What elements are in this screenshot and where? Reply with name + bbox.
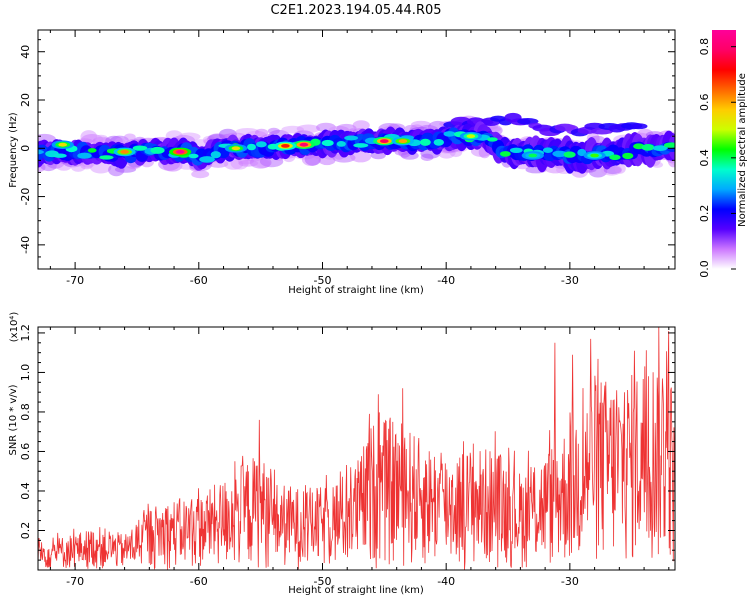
spectrogram-y-tick-label: 40 [19, 45, 32, 59]
spectral-blob [87, 148, 97, 153]
snr-x-tick-label: -70 [66, 575, 84, 588]
spectral-blob [256, 141, 267, 148]
spectral-blob [150, 146, 165, 154]
spectral-blob [614, 163, 626, 174]
spectrogram-x-tick-label: -40 [437, 274, 455, 287]
colorbar-tick-label: 0.0 [698, 260, 711, 278]
figure-title: C2E1.2023.194.05.44.R05 [270, 3, 441, 18]
colorbar-tick-label: 0.4 [698, 149, 711, 167]
snr-x-ticks: -70 -60 -50 -40 -30 [49, 327, 670, 588]
spectrogram-frame [37, 29, 676, 270]
spectral-blob [38, 149, 44, 155]
spectral-blob [663, 142, 675, 148]
spectral-blob [652, 145, 668, 152]
snr-y-tick-label: 0.6 [19, 443, 32, 461]
colorbar-tick-label: 0.8 [698, 38, 711, 56]
snr-series-line [38, 327, 675, 570]
colorbar-tick-label: 0.6 [698, 94, 711, 112]
spectral-blob [58, 142, 67, 147]
spectrogram-y-tick-label: -40 [19, 236, 32, 254]
spectrogram-y-tick-label: -20 [19, 188, 32, 206]
spectral-blob [509, 147, 523, 153]
spectral-blob [210, 151, 221, 159]
spectrogram-panel: -70 -60 -50 -40 -30 40 20 0 -20 -40 Height of st… [8, 29, 676, 296]
spectral-blob [622, 152, 634, 160]
snr-y-tick-label: 0.4 [19, 482, 32, 500]
snr-y-ticks: 0.2 0.4 0.6 0.8 1.0 1.2 [19, 324, 675, 571]
spectrogram-x-tick-label: -30 [561, 274, 579, 287]
spectral-blob [53, 153, 67, 158]
spectral-blob [542, 147, 553, 153]
colorbar-ticks: 0.0 0.2 0.4 0.6 0.8 [698, 38, 736, 278]
spectrogram-y-tick-label: 0 [19, 145, 32, 152]
spectral-blob [231, 146, 241, 151]
spectral-blob [487, 137, 498, 142]
spectral-blob [188, 153, 199, 159]
spectral-blob [433, 139, 444, 146]
spectral-blob [443, 131, 456, 137]
snr-y-label: SNR (10 * v/v) [8, 384, 19, 455]
spectral-blob [77, 152, 92, 159]
spectral-blob [199, 156, 215, 163]
colorbar: 0.0 0.2 0.4 0.6 0.8 Normalized spectral ampl… [698, 30, 748, 278]
spectrogram-heatmap [38, 112, 675, 179]
colorbar-tick-label: 0.2 [698, 205, 711, 223]
spectrogram-y-label: Frequency (Hz) [8, 112, 19, 188]
spectral-blob [398, 139, 408, 144]
spectral-blob [590, 153, 599, 158]
snr-frame [37, 326, 676, 571]
spectral-blob [124, 133, 136, 141]
spectrogram-x-tick-label: -60 [190, 274, 208, 287]
spectrogram-y-tick-label: 20 [19, 93, 32, 107]
snr-y-tick-label: 1.2 [19, 324, 32, 342]
spectral-blob [336, 141, 346, 147]
snr-y-tick-label: 1.0 [19, 364, 32, 382]
spectral-blob [563, 151, 576, 158]
spectral-blob [175, 150, 185, 154]
snr-y-multiplier: (x10⁴) [9, 312, 20, 343]
snr-x-tick-label: -60 [190, 575, 208, 588]
spectral-blob [247, 143, 256, 151]
spectral-blob [641, 144, 655, 151]
colorbar-scale [712, 30, 736, 269]
snr-y-tick-label: 0.8 [19, 403, 32, 421]
snr-y-tick-label: 0.2 [19, 522, 32, 540]
spectrogram-x-ticks: -70 -60 -50 -40 -30 [49, 30, 670, 287]
spectral-blob [99, 155, 114, 160]
snr-panel: -70 -60 -50 -40 -30 0.2 0.4 0.6 0.8 1.0 1.2 Heigh… [8, 312, 676, 596]
spectral-blob [120, 150, 129, 154]
spectral-blob [466, 134, 476, 139]
spectrogram-y-ticks: 40 20 0 -20 -40 [19, 39, 675, 270]
spectral-blob [609, 154, 621, 161]
snr-x-label: Height of straight line (km) [288, 585, 424, 596]
spectrogram-x-tick-label: -50 [314, 274, 332, 287]
snr-x-tick-label: -30 [561, 575, 579, 588]
spectral-blob [281, 144, 290, 148]
spectral-blob [420, 138, 431, 146]
spectral-blob [500, 151, 511, 157]
spectral-blob [353, 143, 369, 148]
spectral-blob [299, 142, 309, 147]
spectral-blob [352, 120, 370, 131]
spectral-blob [321, 139, 334, 147]
spectral-blob [132, 145, 148, 151]
spectral-blob [552, 150, 567, 157]
snr-x-tick-label: -40 [437, 575, 455, 588]
snr-x-tick-label: -50 [314, 575, 332, 588]
spectral-blob [296, 124, 320, 134]
spectral-blob [528, 153, 538, 158]
spectrogram-x-label: Height of straight line (km) [288, 285, 424, 296]
spectral-blob [344, 135, 358, 141]
spectral-blob [90, 161, 112, 174]
spectral-blob [191, 170, 210, 179]
spectral-blob [630, 123, 648, 130]
spectral-blob [350, 150, 372, 163]
colorbar-label: Normalized spectral amplitude [737, 73, 748, 227]
spectrogram-x-tick-label: -70 [66, 274, 84, 287]
spectral-blob [380, 139, 389, 144]
